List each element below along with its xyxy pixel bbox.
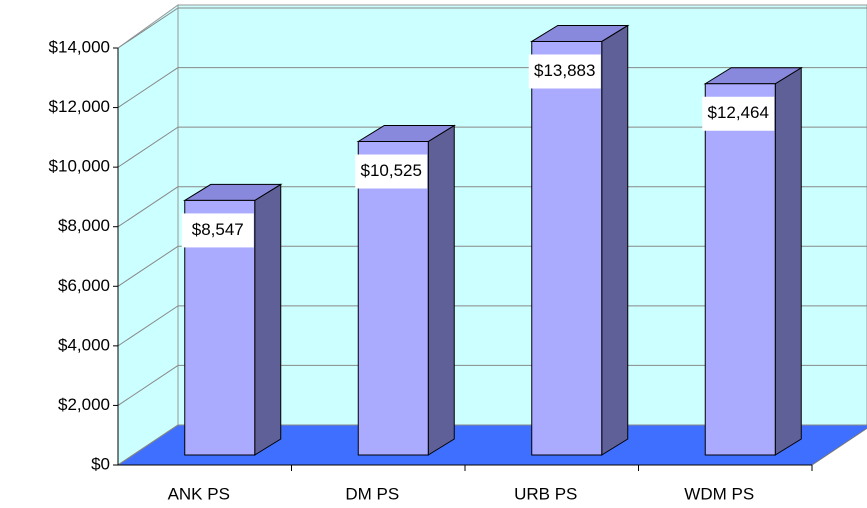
bar-side	[254, 183, 282, 456]
grid-line	[117, 365, 179, 406]
value-label-box	[181, 213, 254, 248]
y-tick-label: $2,000	[58, 395, 110, 414]
value-label: $8,547	[192, 220, 244, 239]
y-tick-label: $10,000	[49, 157, 110, 176]
value-label: $12,464	[708, 103, 769, 122]
y-tick-label: $14,000	[49, 37, 110, 56]
grid-line	[117, 245, 179, 287]
value-label-box	[702, 96, 775, 131]
value-label: $13,883	[534, 61, 595, 80]
grid-line	[117, 186, 179, 228]
value-label-box	[528, 54, 601, 89]
value-label-box	[355, 154, 428, 189]
bar-side	[601, 24, 629, 456]
grid-line	[117, 7, 179, 49]
x-tick-label: URB PS	[514, 484, 577, 503]
y-tick-label: $4,000	[58, 335, 110, 354]
bar	[357, 141, 429, 456]
y-tick-label: $12,000	[49, 97, 110, 116]
x-tick-label: WDM PS	[684, 484, 754, 503]
grid-line	[117, 67, 179, 108]
bar	[704, 83, 776, 456]
y-tick-label: $6,000	[58, 276, 110, 295]
y-tick-label: $8,000	[58, 216, 110, 235]
bar-side	[427, 124, 455, 456]
grid-line	[117, 126, 179, 168]
bar-side	[774, 66, 802, 456]
x-tick-label: ANK PS	[168, 484, 230, 503]
x-tick-label: DM PS	[345, 484, 399, 503]
y-tick-label: $0	[91, 454, 110, 473]
value-label: $10,525	[361, 161, 422, 180]
grid-line	[117, 305, 179, 347]
grid-line	[117, 424, 179, 466]
bar	[531, 40, 603, 456]
